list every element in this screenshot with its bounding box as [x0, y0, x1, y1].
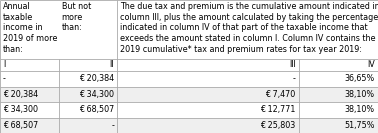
Text: € 68,507: € 68,507: [79, 105, 114, 114]
Text: € 34,300: € 34,300: [79, 90, 114, 99]
Text: € 68,507: € 68,507: [3, 121, 38, 130]
Bar: [0, 102, 378, 118]
Bar: [0, 87, 378, 102]
Text: -: -: [293, 74, 296, 83]
Text: Annual
taxable
income in
2019 of more
than:: Annual taxable income in 2019 of more th…: [3, 2, 57, 54]
Text: -: -: [3, 74, 6, 83]
Text: € 7,470: € 7,470: [265, 90, 296, 99]
Text: 38,10%: 38,10%: [345, 90, 375, 99]
Text: 51,75%: 51,75%: [344, 121, 375, 130]
Text: The due tax and premium is the cumulative amount indicated in
column III, plus t: The due tax and premium is the cumulativ…: [120, 2, 378, 54]
Text: 38,10%: 38,10%: [345, 105, 375, 114]
Text: -: -: [111, 121, 114, 130]
Text: € 20,384: € 20,384: [3, 90, 38, 99]
Text: € 25,803: € 25,803: [260, 121, 296, 130]
Text: But not
more
than:: But not more than:: [62, 2, 91, 32]
Text: € 20,384: € 20,384: [79, 74, 114, 83]
Text: III: III: [289, 60, 296, 69]
Text: IV: IV: [367, 60, 375, 69]
Text: 36,65%: 36,65%: [345, 74, 375, 83]
Text: € 12,771: € 12,771: [260, 105, 296, 114]
Text: € 34,300: € 34,300: [3, 105, 38, 114]
Text: I: I: [3, 60, 5, 69]
Bar: [0, 118, 378, 133]
Bar: [0, 71, 378, 87]
Text: II: II: [110, 60, 114, 69]
